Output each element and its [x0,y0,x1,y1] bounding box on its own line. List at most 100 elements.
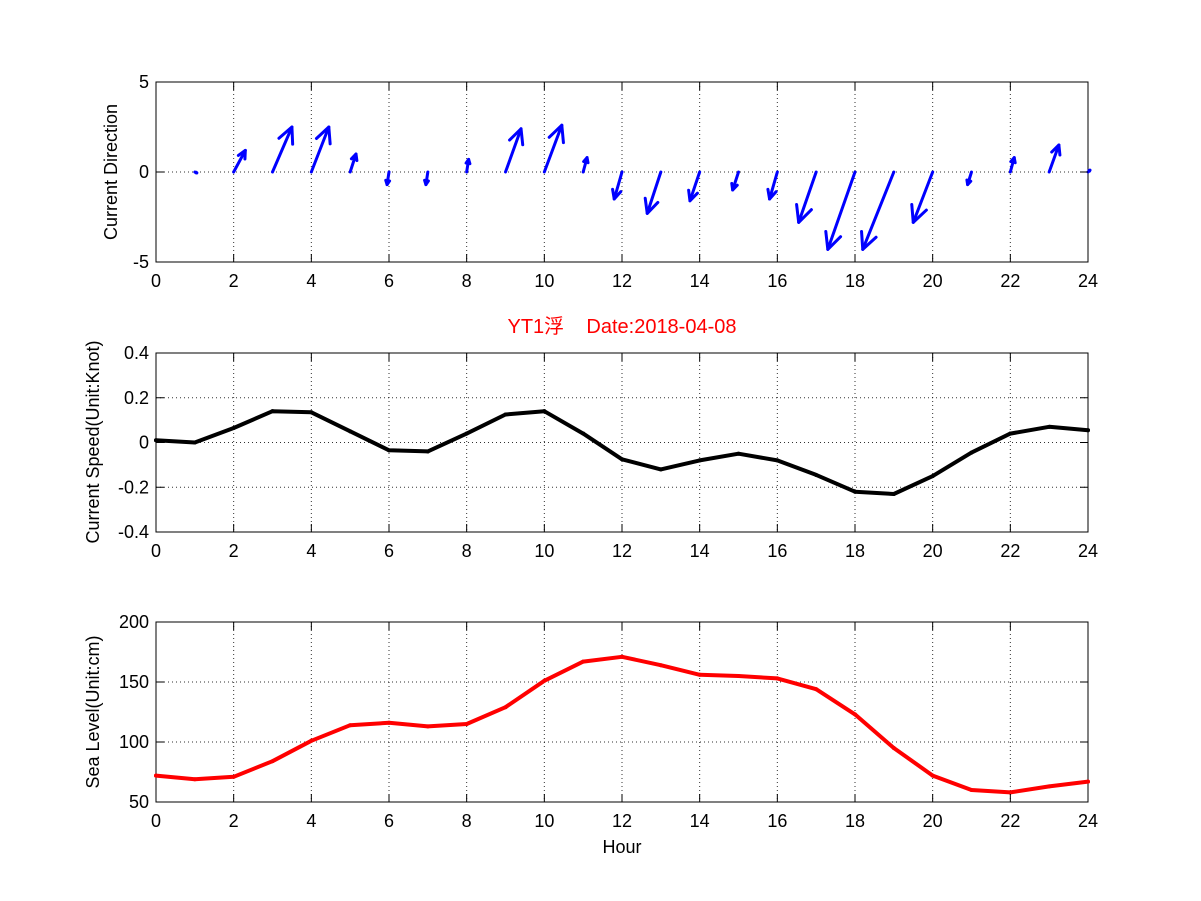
current-speed-grid [156,353,1088,532]
current-direction-x-tick-label: 6 [384,271,394,291]
current-direction-arrow [860,170,896,251]
current-direction-arrow-head [582,156,590,165]
current-direction-y-axis-label: Current Direction [101,104,121,240]
current-direction-y-ticks: 5 0 -5 [133,72,1088,272]
sea-level-data-point [542,678,547,683]
current-speed-x-tick-label: 4 [306,541,316,561]
current-direction-arrows [193,123,1092,251]
current-speed-x-tick-label: 16 [767,541,787,561]
current-speed-y-tick-label: 0 [139,433,149,453]
current-direction-arrow [910,170,935,224]
current-speed-data-point [270,409,275,414]
sea-level-x-ticks: 0 2 4 6 8 10 12 14 16 18 20 22 24 [151,622,1098,831]
current-direction-x-tick-label: 4 [306,271,316,291]
current-direction-arrow-head [766,187,778,201]
current-speed-data-point [309,410,314,415]
sea-level-data-point [1086,779,1090,784]
current-direction-arrow [423,170,430,187]
current-direction-arrow-shaft [797,170,818,224]
sea-level-data-point [387,720,391,725]
sea-level-data-point [775,676,780,681]
current-speed-y-tick-label: -0.4 [118,522,149,542]
sea-level-x-tick-label: 2 [229,811,239,831]
current-direction-x-tick-label: 24 [1078,271,1098,291]
current-direction-arrow-head [423,178,430,187]
current-direction-arrow [542,123,565,174]
sea-level-data-point [814,687,819,692]
current-speed-x-tick-label: 6 [384,541,394,561]
current-direction-arrow [193,170,199,175]
sea-level-x-tick-label: 0 [151,811,161,831]
sea-level-data-point [1008,790,1013,795]
sea-level-data-point [464,722,469,726]
current-speed-x-tick-label: 18 [845,541,865,561]
current-direction-arrow-shaft [612,170,624,201]
current-speed-data-point [387,448,391,453]
current-speed-data-point [231,425,236,430]
sea-level-data-point [231,774,236,779]
current-speed-data-point [464,431,469,436]
current-speed-data-point [192,440,197,445]
current-direction-y-tick-label: 5 [139,72,149,92]
current-direction-arrow-shaft [688,170,702,203]
current-direction-x-tick-label: 0 [151,271,161,291]
sea-level-x-tick-label: 24 [1078,811,1098,831]
current-direction-arrow [384,170,392,187]
current-speed-data-point [1008,431,1013,436]
sea-level-data-point [891,746,896,750]
sea-level-data-point [192,777,197,782]
current-speed-data-point [891,491,896,496]
current-direction-arrow [611,170,624,201]
current-direction-arrow-head [824,230,843,251]
current-direction-arrow-head [730,181,739,192]
current-direction-arrow-head [384,178,392,187]
current-direction-arrow-head [965,178,973,187]
current-direction-arrow [232,148,247,174]
sea-level-x-tick-label: 8 [462,811,472,831]
current-direction-arrow-shaft [645,170,663,215]
sea-level-y-tick-label: 200 [119,612,149,632]
current-direction-arrow [730,170,740,192]
current-direction-arrow-head [795,203,813,224]
current-direction-x-tick-label: 10 [534,271,554,291]
current-direction-arrow-shaft [504,127,523,174]
current-speed-data-point [814,472,819,477]
current-speed-panel: YT1浮 Date:2018-04-08 0 2 4 6 8 10 12 14 16 18 20 22… [83,315,1098,561]
current-direction-x-ticks: 0 2 4 6 8 10 12 14 16 18 20 22 24 [151,82,1098,291]
current-direction-arrow [1086,168,1092,174]
sea-level-data-point [309,738,314,743]
sea-level-x-tick-label: 20 [923,811,943,831]
current-speed-data-point [658,467,663,472]
current-direction-arrow [643,170,663,215]
current-speed-data-point [154,438,158,443]
current-direction-arrow-head [687,188,699,203]
current-direction-arrow [271,125,295,174]
current-direction-x-tick-label: 12 [612,271,632,291]
current-direction-x-tick-label: 18 [845,271,865,291]
current-speed-x-tick-label: 0 [151,541,161,561]
current-speed-x-tick-label: 24 [1078,541,1098,561]
current-speed-x-tick-label: 8 [462,541,472,561]
current-speed-y-tick-label: 0.2 [124,388,149,408]
current-direction-arrow-head [611,187,623,201]
current-speed-y-tick-label: -0.2 [118,477,149,497]
current-direction-panel: 0 2 4 6 8 10 12 14 16 18 20 22 24 50-5 Current Direc… [101,72,1098,291]
sea-level-data-point [969,788,974,792]
sea-level-x-tick-label: 6 [384,811,394,831]
current-speed-data-point [503,412,508,417]
current-speed-x-tick-label: 22 [1000,541,1020,561]
sea-level-data-point [425,724,430,729]
sea-level-data-point [348,723,353,728]
current-direction-arrow-head [1050,143,1062,157]
current-speed-data-point [969,450,974,455]
sea-level-y-tick-label: 100 [119,732,149,752]
sea-level-x-tick-label: 22 [1000,811,1020,831]
sea-level-series [154,654,1090,795]
current-direction-arrow-shaft [1047,143,1061,174]
current-speed-x-tick-label: 12 [612,541,632,561]
current-direction-x-tick-label: 16 [767,271,787,291]
current-direction-arrow-head [547,123,565,145]
current-direction-arrow-head [643,196,660,215]
sea-level-x-tick-label: 10 [534,811,554,831]
